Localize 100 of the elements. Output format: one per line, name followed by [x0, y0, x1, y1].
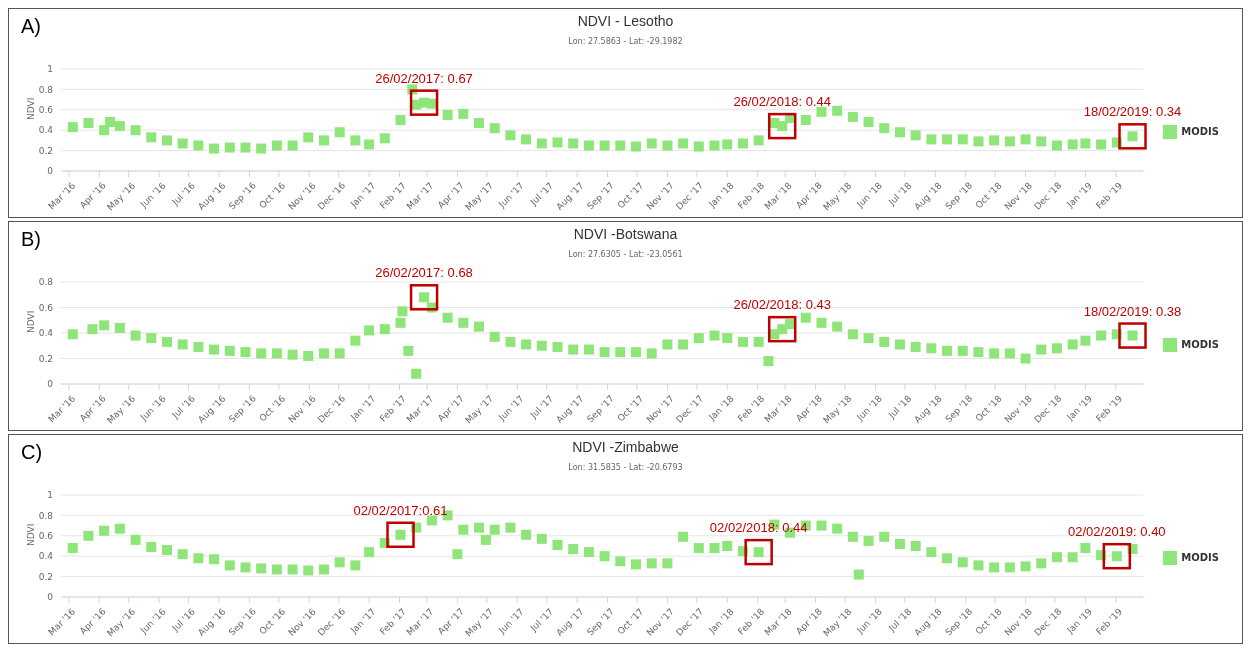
x-tick-label: Nov '16: [286, 393, 318, 425]
x-tick-label: Jun '18: [854, 606, 885, 637]
y-tick-label: 0.2: [38, 353, 53, 364]
x-tick-label: Apr '17: [435, 606, 466, 637]
x-tick-label: Apr '16: [77, 180, 108, 211]
x-tick-label: Jun '18: [854, 180, 885, 211]
x-tick-label: Dec '16: [315, 180, 348, 212]
y-tick-label: 1: [47, 490, 53, 501]
y-tick-label: 0.4: [38, 328, 54, 339]
x-tick-label: Jan '17: [348, 606, 378, 636]
x-tick-label: Nov '18: [1002, 393, 1035, 425]
x-tick-label: Nov '17: [644, 180, 676, 212]
x-tick-label: Dec '16: [315, 606, 348, 638]
x-tick-label: Aug '17: [554, 606, 586, 638]
x-tick-label: Aug '17: [554, 393, 586, 425]
x-tick-label: Jul '18: [886, 606, 914, 634]
x-tick-label: Dec '17: [674, 393, 706, 425]
annotation: 26/02/2018: 0.44: [733, 94, 832, 110]
x-tick-label: Oct '18: [973, 180, 1004, 211]
y-axis-title: NDVI: [26, 97, 37, 120]
x-tick-label: Jul '17: [527, 606, 556, 634]
x-tick-label: Jul '16: [169, 606, 198, 634]
x-tick-label: Jan '19: [1064, 393, 1095, 423]
y-tick-label: 0.8: [38, 84, 54, 95]
y-tick-label: 0.6: [38, 104, 54, 115]
x-tick-label: Jul '16: [169, 393, 198, 421]
chart-subtitle: Lon: 27.5863 - Lat: -29.1982: [567, 37, 684, 46]
x-tick-label: Nov '18: [1002, 606, 1035, 638]
chart-title: NDVI - Lesotho: [577, 13, 674, 29]
legend-label: MODIS: [1181, 126, 1219, 137]
x-tick-label: Sep '17: [585, 393, 617, 425]
x-tick-label: Nov '17: [644, 393, 676, 425]
y-tick-label: 0.4: [38, 551, 54, 562]
x-tick-label: Sep '16: [226, 393, 259, 425]
y-axis-title: NDVI: [26, 523, 37, 546]
x-tick-label: Jan '17: [348, 180, 378, 210]
x-tick-label: Oct '17: [615, 180, 646, 211]
y-tick-label: 0.6: [38, 302, 54, 313]
x-tick-label: Feb '19: [1094, 393, 1125, 424]
text: A): [21, 15, 41, 38]
x-tick-label: Aug '18: [912, 393, 944, 425]
x-tick-label: Dec '18: [1032, 393, 1064, 425]
x-tick-label: Sep '18: [943, 606, 975, 638]
x-tick-label: Jul '18: [886, 180, 914, 208]
x-tick-label: Dec '16: [315, 393, 348, 425]
x-tick-label: Jun '16: [138, 393, 168, 424]
chart-subtitle: Lon: 31.5835 - Lat: -20.6793: [567, 463, 684, 472]
x-tick-label: Aug '18: [912, 606, 944, 638]
x-tick-label: Sep '17: [585, 180, 617, 212]
x-tick-label: Aug '18: [912, 180, 944, 212]
annotation: 26/02/2018: 0.43: [733, 297, 832, 313]
x-tick-label: Oct '16: [257, 606, 288, 637]
x-tick-label: Jul '16: [169, 180, 198, 208]
x-tick-label: Nov '16: [286, 180, 318, 212]
chart-subtitle: Lon: 27.6305 - Lat: -23.0561: [567, 250, 684, 259]
x-tick-label: Aug '16: [196, 393, 228, 425]
y-tick-label: 0.8: [38, 277, 54, 288]
legend-label: MODIS: [1181, 552, 1219, 563]
x-tick-label: Jul '17: [527, 393, 556, 421]
x-tick-label: Sep '16: [226, 606, 259, 638]
annotation: 26/02/2017: 0.67: [375, 70, 473, 86]
x-tick-label: Jun '17: [496, 393, 526, 424]
y-tick-label: 0.6: [38, 530, 54, 541]
x-tick-label: Apr '16: [77, 606, 108, 637]
annotation: 18/02/2019: 0.38: [1083, 303, 1182, 319]
x-tick-label: Jul '18: [886, 393, 914, 421]
annotation: 26/02/2017: 0.68: [375, 265, 473, 281]
x-tick-label: Jun '18: [854, 393, 885, 424]
y-axis-title: NDVI: [26, 310, 37, 333]
x-tick-label: Sep '17: [585, 606, 617, 638]
x-tick-label: Jun '16: [138, 606, 168, 637]
x-tick-label: Aug '16: [196, 606, 228, 638]
x-tick-label: Dec '18: [1032, 606, 1064, 638]
x-tick-label: Jan '18: [706, 180, 736, 210]
x-tick-label: Oct '17: [615, 606, 646, 637]
y-tick-label: 0.2: [38, 571, 53, 582]
x-tick-label: Apr '17: [435, 180, 466, 211]
x-tick-label: Feb '19: [1094, 606, 1125, 637]
x-tick-label: Oct '17: [615, 393, 646, 424]
y-tick-label: 1: [47, 64, 53, 75]
x-tick-label: Jan '17: [348, 393, 378, 423]
chart-title: NDVI -Zimbabwe: [572, 439, 679, 455]
x-tick-label: Nov '18: [1002, 180, 1035, 212]
y-tick-label: 0: [47, 592, 54, 603]
x-tick-label: Dec '18: [1032, 180, 1064, 212]
y-tick-label: 0.4: [38, 125, 54, 136]
x-tick-label: Oct '16: [257, 393, 288, 424]
x-tick-label: Jan '18: [706, 606, 736, 636]
x-tick-label: Apr '17: [435, 393, 466, 424]
x-tick-label: Sep '18: [943, 180, 975, 212]
x-tick-label: Jul '17: [527, 180, 556, 208]
y-tick-label: 0: [47, 379, 54, 390]
x-tick-label: Jan '18: [706, 393, 736, 423]
x-tick-label: Aug '16: [196, 180, 228, 212]
annotation: 02/02/2017:0.61: [353, 502, 448, 518]
x-tick-label: Jun '17: [496, 180, 526, 211]
x-tick-label: Dec '17: [674, 180, 706, 212]
x-tick-label: Jan '19: [1064, 606, 1095, 636]
x-tick-label: Nov '16: [286, 606, 318, 638]
y-tick-label: 0.2: [38, 145, 53, 156]
